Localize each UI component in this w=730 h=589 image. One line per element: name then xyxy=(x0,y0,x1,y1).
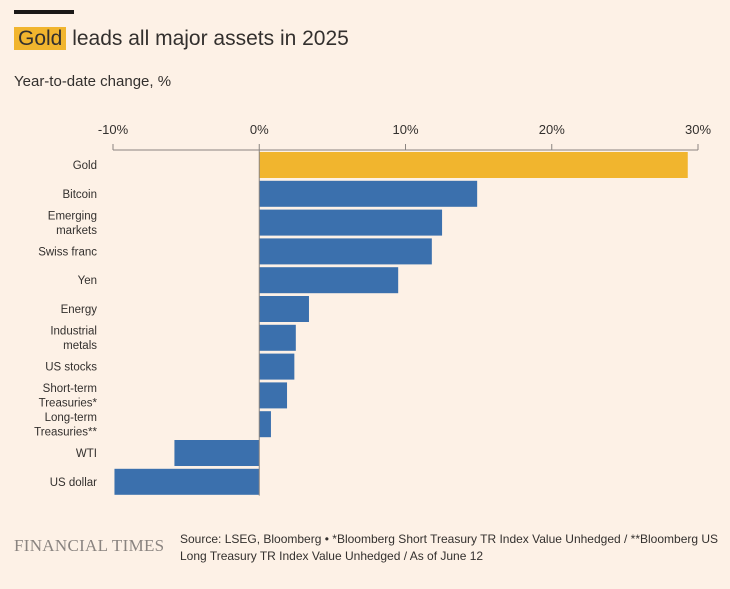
category-label-line: Swiss franc xyxy=(38,246,97,258)
bar xyxy=(259,209,443,236)
x-tick-label: 0% xyxy=(250,122,269,137)
bar xyxy=(259,324,296,351)
bar xyxy=(259,382,288,409)
bar xyxy=(259,152,688,178)
x-tick-label: 30% xyxy=(685,122,711,137)
category-label-line: metals xyxy=(63,340,97,352)
category-label: Bitcoin xyxy=(62,189,97,201)
category-label-line: Yen xyxy=(78,275,97,287)
x-tick-label: 10% xyxy=(392,122,418,137)
category-label: Short-term Treasuries* xyxy=(39,383,98,410)
source-note: Source: LSEG, Bloomberg • *Bloomberg Sho… xyxy=(180,532,719,563)
category-label: Gold xyxy=(73,160,97,172)
category-label: Long-term Treasuries** xyxy=(34,412,97,439)
category-label: Swiss franc xyxy=(38,246,97,258)
bar-chart: -10% 0% 10% 20% 30% Gold Bitcoin Emerging market… xyxy=(34,122,711,496)
category-label-line: Gold xyxy=(73,160,97,172)
category-label-line: US stocks xyxy=(45,362,97,374)
category-label: WTI xyxy=(76,448,97,460)
title-highlight: Gold xyxy=(14,27,67,50)
category-label: Emerging markets xyxy=(48,210,97,237)
category-label-line: Short-term xyxy=(43,383,97,395)
bar xyxy=(259,296,309,322)
category-label: US stocks xyxy=(45,362,97,374)
chart-title: Gold leads all major assets in 2025 xyxy=(14,24,349,54)
title-rest: leads all major assets in 2025 xyxy=(66,27,349,50)
ft-logo: FINANCIAL TIMES xyxy=(14,536,165,555)
bar xyxy=(259,180,478,207)
category-label-line: Treasuries* xyxy=(39,398,98,410)
chart-subtitle: Year-to-date change, % xyxy=(14,73,172,90)
category-label-line: WTI xyxy=(76,448,97,460)
category-label: Yen xyxy=(78,275,97,287)
category-label-line: Emerging xyxy=(48,210,97,222)
x-tick-label: -10% xyxy=(98,122,129,137)
category-label: Industrial metals xyxy=(50,326,97,353)
category-label-line: Long-term xyxy=(45,412,97,424)
category-label-line: Treasuries** xyxy=(34,426,97,438)
category-label: Energy xyxy=(61,304,98,316)
category-label-line: Industrial xyxy=(50,326,97,338)
category-label: US dollar xyxy=(50,477,97,489)
bar xyxy=(114,468,260,495)
category-label-line: markets xyxy=(56,225,97,237)
category-label-line: Bitcoin xyxy=(62,189,97,201)
top-rule xyxy=(14,10,74,14)
bar xyxy=(259,411,271,438)
x-tick-label: 20% xyxy=(539,122,565,137)
bar xyxy=(174,440,260,466)
bar xyxy=(259,353,295,380)
category-label-line: US dollar xyxy=(50,477,97,489)
bar xyxy=(259,267,399,294)
bar xyxy=(259,238,432,265)
category-label-line: Energy xyxy=(61,304,98,316)
